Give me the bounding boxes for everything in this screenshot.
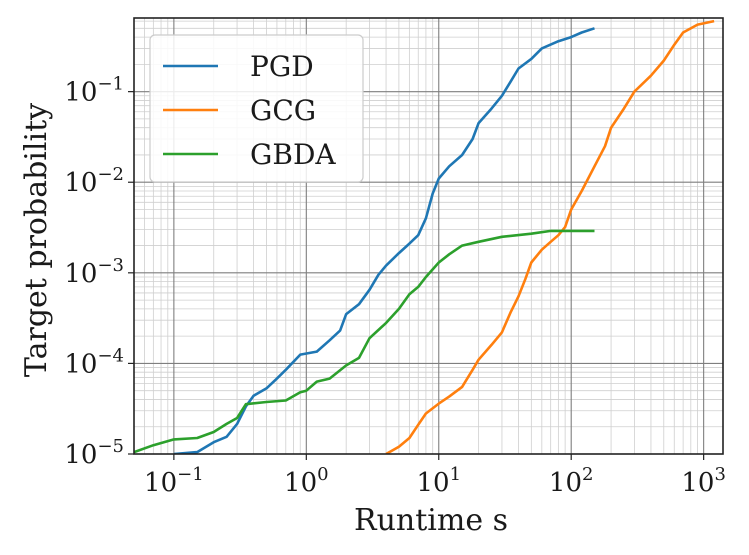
y-axis-label: Target probability (19, 103, 54, 377)
plot-frame (133, 17, 724, 455)
x-tick-label: 100 (284, 464, 329, 498)
x-tick-label: 102 (549, 464, 594, 498)
legend-label-pgd: PGD (250, 50, 314, 83)
legend: PGD GCG GBDA (149, 34, 364, 183)
legend-box (149, 34, 364, 183)
series-line-pgd (173, 27, 595, 454)
y-tick-label: 10−5 (64, 436, 124, 470)
legend-label-gcg: GCG (250, 94, 316, 127)
x-tick-label: 103 (681, 464, 726, 498)
y-axis-ticks: 10−5 10−4 10−3 10−2 10−1 (64, 74, 134, 470)
series-line-gcg (385, 19, 715, 454)
y-tick-label: 10−2 (64, 164, 124, 198)
y-tick-label: 10−3 (64, 255, 124, 289)
y-tick-label: 10−1 (64, 74, 124, 108)
x-tick-label: 10−1 (144, 464, 204, 498)
legend-label-gbda: GBDA (250, 138, 336, 171)
x-axis-label: Runtime s (354, 503, 508, 538)
series-layer (134, 19, 715, 454)
x-tick-label: 101 (416, 464, 461, 498)
x-axis-ticks: 10−1 100 101 102 103 (144, 454, 726, 498)
y-tick-label: 10−4 (64, 345, 124, 379)
series-line-gbda (134, 229, 595, 454)
